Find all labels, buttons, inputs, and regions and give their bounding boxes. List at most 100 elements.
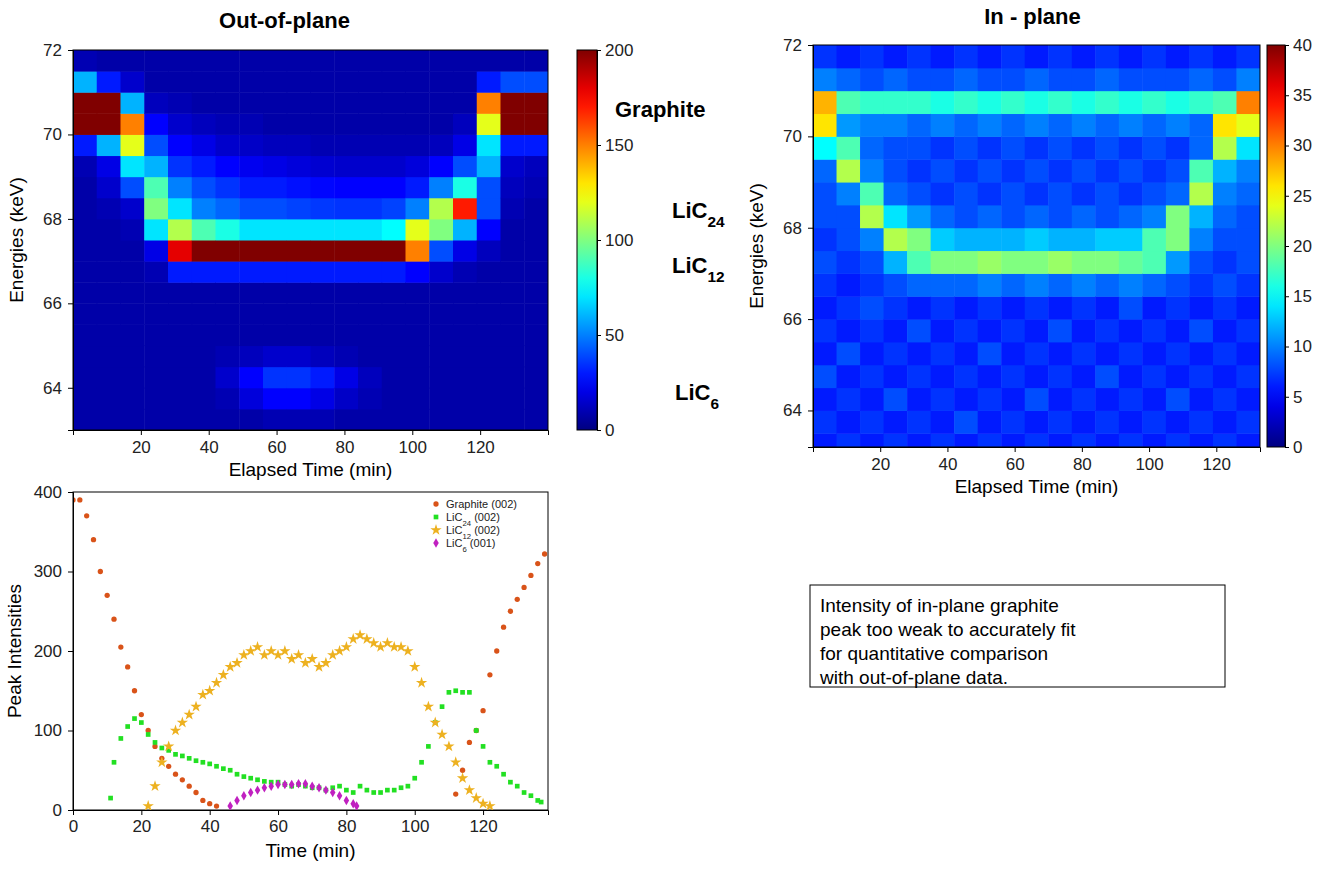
heatmap-cell (837, 68, 861, 91)
heatmap-cell (1236, 296, 1260, 319)
heatmap-cell (837, 136, 861, 159)
heatmap-cell (334, 324, 358, 346)
y-axis-tick-mark (808, 228, 813, 229)
heatmap-cell (1048, 91, 1072, 114)
heatmap-cell (1072, 136, 1096, 159)
heatmap-cell (477, 388, 501, 410)
point (487, 672, 492, 677)
heatmap-cell (453, 134, 477, 156)
heatmap-cell (1001, 251, 1025, 274)
heatmap-cell (263, 177, 287, 199)
heatmap-cell (144, 134, 168, 156)
heatmap-cell (311, 261, 335, 283)
x-axis-tick-mark (278, 810, 279, 815)
heatmap-cell (1095, 251, 1119, 274)
heatmap-cell (1142, 433, 1166, 447)
colorbar-axis-tick-mark (1285, 447, 1289, 448)
heatmap-cell (931, 433, 955, 447)
x-axis-tick-label: 100 (1135, 455, 1163, 474)
heatmap-cell (1213, 136, 1237, 159)
heatmap-cell (168, 50, 192, 72)
heatmap-cell (978, 205, 1002, 228)
heatmap-cell (216, 367, 240, 389)
x-axis-tick: 100 (1135, 447, 1163, 474)
heatmap-cell (884, 365, 908, 388)
colorbar-axis-tick-mark (1285, 296, 1289, 297)
point (474, 728, 479, 733)
heatmap-cell (1095, 136, 1119, 159)
heatmap-cell (477, 261, 501, 283)
heatmap-cell (1095, 342, 1119, 365)
x-axis-tick-label: 60 (268, 438, 287, 457)
heatmap-cell (1119, 136, 1143, 159)
heatmap-cell (1236, 319, 1260, 342)
heatmap-cell (813, 136, 837, 159)
point (474, 728, 479, 733)
heatmap-cell (168, 92, 192, 114)
heatmap-cell (453, 50, 477, 72)
heatmap-cell (144, 324, 168, 346)
heatmap-cell (907, 410, 931, 433)
heatmap-cell (239, 303, 263, 325)
heatmap-cell (192, 134, 216, 156)
heatmap-cell (907, 433, 931, 447)
x-axis-tick-mark (210, 810, 211, 815)
heatmap-cell (429, 92, 453, 114)
heatmap-cell (97, 409, 121, 430)
heatmap-cell (358, 240, 382, 262)
point (173, 752, 178, 757)
heatmap-cell (382, 92, 406, 114)
heatmap-cell (239, 219, 263, 241)
heatmap-cell (1001, 433, 1025, 447)
heatmap-cell (1048, 296, 1072, 319)
point (460, 768, 465, 773)
heatmap-cell (382, 198, 406, 220)
heatmap-cell (1236, 159, 1260, 182)
heatmap-cell (884, 410, 908, 433)
point (402, 645, 413, 656)
heatmap-cell (1072, 182, 1096, 205)
heatmap-cell (263, 346, 287, 368)
heatmap-cell (144, 409, 168, 430)
heatmap-cell (358, 346, 382, 368)
x-axis-tick-label: 80 (1073, 455, 1092, 474)
y-axis-tick-label: 66 (783, 310, 802, 329)
point (289, 780, 294, 789)
x-axis-tick: 40 (200, 430, 219, 457)
heatmap-cell (837, 91, 861, 114)
heatmap-cell (216, 113, 240, 135)
x-axis-tick: 80 (335, 430, 354, 457)
point (153, 740, 158, 745)
heatmap-cell (121, 50, 145, 72)
heatmap-cell (121, 346, 145, 368)
heatmap-cell (837, 159, 861, 182)
point (180, 754, 185, 759)
heatmap-cell (954, 182, 978, 205)
heatmap-cell (1189, 365, 1213, 388)
heatmap-cell (1072, 296, 1096, 319)
y-axis-line (68, 493, 74, 811)
heatmap-cell (954, 45, 978, 68)
heatmap-cell (453, 71, 477, 93)
y-axis-tick-mark (68, 388, 73, 389)
point (522, 790, 527, 795)
point (344, 788, 349, 793)
heatmap-cell (453, 219, 477, 241)
y-axis-tick: 0 (53, 801, 73, 820)
x-axis-tick: 120 (469, 810, 497, 836)
heatmap-cell (1213, 251, 1237, 274)
heatmap-cell (263, 324, 287, 346)
heatmap-cell (263, 198, 287, 220)
heatmap-cell (358, 367, 382, 389)
point (160, 746, 165, 751)
colorbar-axis-tick-mark (597, 335, 601, 336)
heatmap-cell (1142, 296, 1166, 319)
x-axis-tick-mark (346, 810, 347, 815)
point (125, 664, 130, 669)
heatmap-cell (382, 409, 406, 430)
heatmap-cell (168, 198, 192, 220)
colorbar-axis-tick-label: 200 (605, 41, 633, 60)
heatmap-cell (1236, 342, 1260, 365)
heatmap-cell (860, 159, 884, 182)
heatmap-cell (334, 71, 358, 93)
